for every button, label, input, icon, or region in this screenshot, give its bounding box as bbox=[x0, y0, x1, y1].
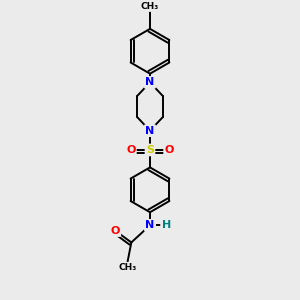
Text: N: N bbox=[146, 77, 154, 87]
Text: H: H bbox=[162, 220, 171, 230]
Text: S: S bbox=[146, 145, 154, 155]
Text: O: O bbox=[110, 226, 120, 236]
Text: O: O bbox=[126, 145, 135, 155]
Text: O: O bbox=[165, 145, 174, 155]
Text: N: N bbox=[146, 126, 154, 136]
Text: CH₃: CH₃ bbox=[118, 263, 137, 272]
Text: CH₃: CH₃ bbox=[141, 2, 159, 11]
Text: N: N bbox=[146, 220, 154, 230]
